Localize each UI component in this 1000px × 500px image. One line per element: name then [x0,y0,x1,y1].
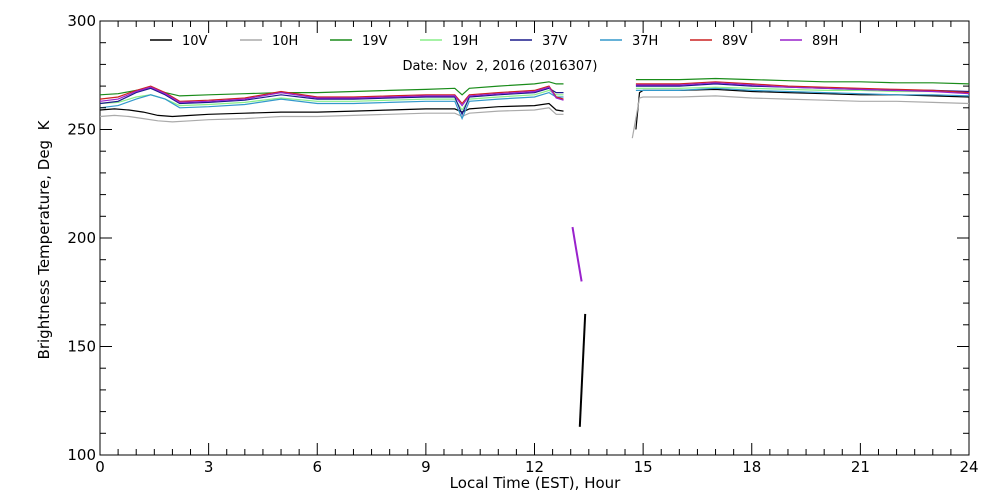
series-line-37h [635,87,970,97]
y-tick-label: 300 [67,12,96,30]
chart-subtitle: Date: Nov 2, 2016 (2016307) [402,59,597,74]
x-tick-label: 24 [959,458,978,476]
series-line-10v [578,313,587,427]
series-line-89v [99,85,564,105]
series-line-10h [99,107,564,123]
legend: 10V 10H 19V 19H 37V 37H 89V 89H [150,34,838,49]
series-line-89h [571,226,583,282]
legend-label-19v: 19V [362,34,388,49]
series-line-19h [635,86,970,94]
legend-label-89h: 89H [812,34,838,49]
x-tick-label: 21 [851,458,870,476]
series-line-89h [99,86,564,107]
y-axis-label: Brightness Temperature, Deg K [35,119,53,359]
series-layer [99,77,970,427]
series-line-89h [635,82,970,95]
series-line-10v [635,88,970,130]
legend-label-37h: 37H [632,34,658,49]
series-line-89v [635,81,970,94]
y-tick-label: 200 [67,229,96,247]
y-tick-label: 150 [67,338,96,356]
x-tick-label: 6 [312,458,322,476]
x-tick-label: 3 [204,458,214,476]
x-tick-label: 9 [421,458,431,476]
x-tick-label: 15 [634,458,653,476]
ticks-layer: 0 3 6 9 12 15 18 21 24 100 150 200 250 300 [67,12,978,476]
series-line-10v [99,102,564,118]
legend-label-19h: 19H [452,34,478,49]
x-axis-label: Local Time (EST), Hour [450,474,621,492]
legend-label-37v: 37V [542,34,568,49]
legend-label-10h: 10H [272,34,298,49]
x-tick-label: 12 [525,458,544,476]
series-line-37h [99,91,564,121]
y-tick-label: 250 [67,121,96,139]
series-line-19v [635,77,970,85]
series-line-10h [631,95,970,139]
series-line-37v [99,87,564,116]
legend-label-89v: 89V [722,34,748,49]
y-tick-label: 100 [67,446,96,464]
legend-label-10v: 10V [182,34,208,49]
x-tick-label: 0 [95,458,105,476]
x-tick-label: 18 [742,458,761,476]
plot-frame [99,20,970,456]
